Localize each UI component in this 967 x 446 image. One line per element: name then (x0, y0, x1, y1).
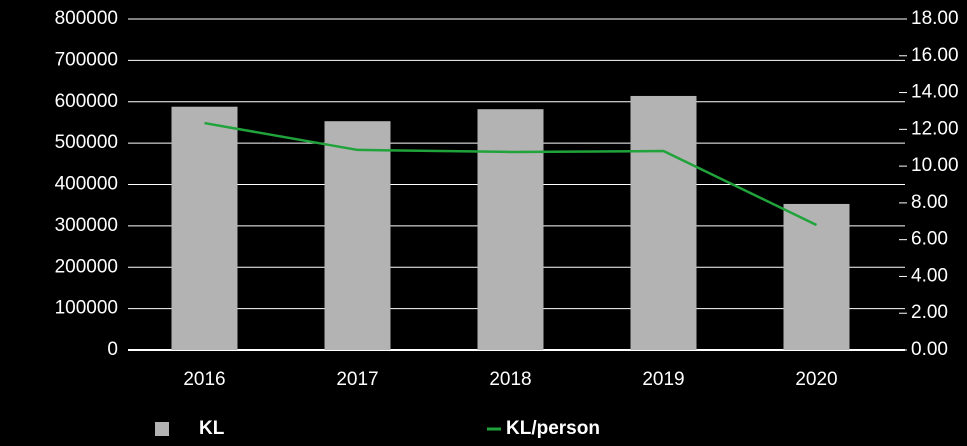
legend-swatch (155, 422, 169, 436)
x-tick-label: 2018 (489, 369, 531, 390)
y-tick-label: 800000 (55, 8, 118, 29)
y2-tick-label: 8.00 (911, 192, 948, 213)
y-tick-label: 700000 (55, 49, 118, 70)
y2-tick-label: 10.00 (911, 155, 959, 176)
y-tick-label: 300000 (55, 215, 118, 236)
y-tick-label: 200000 (55, 256, 118, 277)
y2-tick-label: 16.00 (911, 45, 959, 66)
legend-label: KL (199, 418, 225, 439)
y2-tick-label: 2.00 (911, 302, 948, 323)
y-tick-label: 100000 (55, 298, 118, 319)
bar (171, 106, 238, 350)
x-tick-label: 2016 (183, 369, 225, 390)
x-tick-label: 2020 (795, 369, 837, 390)
bar (324, 121, 391, 350)
y2-tick-label: 18.00 (911, 8, 959, 29)
bar (630, 95, 697, 351)
y2-tick-label: 14.00 (911, 82, 959, 103)
y-tick-label: 0 (107, 339, 118, 360)
y-tick-label: 500000 (55, 132, 118, 153)
legend-label: KL/person (506, 418, 600, 439)
line (204, 121, 818, 227)
bar (477, 109, 544, 350)
bar (783, 203, 850, 350)
y2-tick-label: 12.00 (911, 118, 959, 139)
y-tick-label: 600000 (55, 91, 118, 112)
y2-tick-label: 4.00 (911, 265, 948, 286)
x-tick-label: 2019 (642, 369, 684, 390)
y-tick-label: 400000 (55, 174, 118, 195)
x-tick-label: 2017 (336, 369, 378, 390)
y2-tick-label: 0.00 (911, 339, 948, 360)
y2-tick-label: 6.00 (911, 229, 948, 250)
